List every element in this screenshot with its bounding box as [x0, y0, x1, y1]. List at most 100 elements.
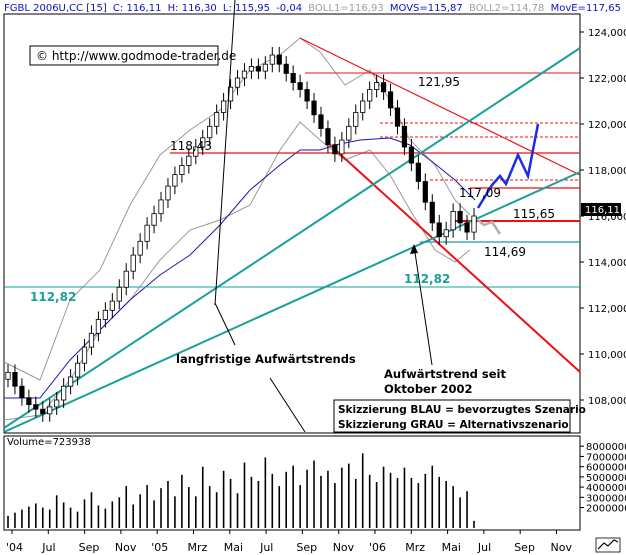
volume-tick-label: 6000000	[586, 463, 626, 474]
price-tick-label: 112,000	[588, 304, 626, 315]
price-tick-label: 108,000	[588, 396, 626, 407]
header-close: C: 116,11	[113, 3, 162, 14]
volume-tick-label: 2000000	[586, 504, 626, 515]
candle-body	[193, 146, 199, 157]
x-tick-label: '05	[151, 541, 168, 554]
label-115: 115,65	[513, 207, 555, 221]
price-tick-label: 124,000	[588, 28, 626, 39]
candle-body	[367, 89, 373, 102]
candle-body	[19, 385, 25, 399]
candle-body	[102, 309, 108, 320]
uptrend-teal-flat	[3, 171, 581, 433]
candle-body	[346, 125, 352, 141]
x-tick-label: '04	[6, 541, 23, 554]
volume-tick-label: 8000000	[586, 442, 626, 453]
candle-body	[81, 346, 88, 364]
x-tick-label: Mrz	[405, 541, 425, 554]
candle-body	[151, 213, 157, 226]
label-trend: langfristige Aufwärtstrends	[176, 352, 356, 366]
candle-body	[179, 164, 185, 175]
candle-body	[88, 332, 95, 348]
candle-body	[422, 181, 428, 203]
candle-body	[283, 63, 289, 74]
uptrend-teal-steep	[3, 47, 581, 429]
candle-body	[387, 91, 394, 109]
candle-body	[436, 222, 442, 238]
x-tick-label: Mai	[224, 541, 243, 554]
candle-body	[248, 66, 255, 72]
volume-tick-label: 5000000	[586, 473, 626, 484]
candle-body	[186, 155, 192, 166]
arrow-trend-2	[269, 377, 306, 433]
x-tick-label: Jul	[41, 541, 55, 554]
price-axis-ticks: 108,000 110,000 112,000 114,000 116,000 118,0…	[580, 28, 626, 407]
label-trend-since-1: Aufwärtstrend seit	[384, 367, 506, 381]
volume-tick-label: 3000000	[586, 493, 626, 504]
candle-body	[269, 54, 275, 65]
header-movs: MOVS=115,87	[390, 3, 463, 14]
legend-gray: Skizzierung GRAU = Alternativszenario	[338, 419, 569, 431]
candle-body	[207, 125, 213, 139]
x-tick-label: Mrz	[188, 541, 208, 554]
x-tick-label: Jul	[477, 541, 491, 554]
candle-body	[332, 144, 338, 155]
label-118: 118,43	[170, 139, 212, 153]
x-axis-labels: '04 Jul Sep Nov '05 Mrz Mai Jul Sep Nov '06 Mrz Mai J…	[6, 530, 572, 554]
candle-body	[109, 300, 115, 311]
candle-body	[137, 240, 143, 256]
volume-bars	[7, 453, 475, 528]
arrow-oktober	[413, 245, 433, 366]
candle-body	[457, 210, 463, 224]
price-tick-label: 110,000	[588, 350, 626, 361]
price-tick-label: 122,000	[588, 74, 626, 85]
price-tick-label: 116,000	[588, 212, 626, 223]
candle-body	[130, 254, 136, 272]
candle-body	[116, 286, 122, 302]
x-tick-label: Sep	[514, 541, 535, 554]
chart-logo-icon	[595, 537, 621, 553]
price-tick-label: 118,000	[588, 166, 626, 177]
candle-body	[325, 128, 331, 146]
label-117: 117,09	[459, 186, 501, 200]
candle-body	[262, 63, 268, 72]
candle-body	[360, 100, 366, 113]
x-tick-label: Mai	[442, 541, 461, 554]
candle-body	[67, 376, 74, 387]
arrow-trend-1	[214, 302, 236, 346]
candle-body	[339, 139, 345, 155]
arrow-oktober-head	[410, 244, 418, 254]
label-112-mid: 112,82	[404, 272, 450, 286]
candle-body	[158, 199, 164, 215]
x-tick-label: '06	[369, 541, 386, 554]
candle-body	[241, 70, 248, 79]
price-tick-label: 120,000	[588, 120, 626, 131]
candle-body	[95, 319, 102, 334]
header-line: FGBL 2006U,CC [15] C: 116,11 H: 116,30 L…	[4, 3, 621, 14]
candle-body	[353, 112, 359, 127]
candle-body	[464, 222, 470, 233]
candle-body	[304, 89, 310, 102]
candle-body	[221, 100, 227, 113]
candle-body	[401, 125, 408, 148]
volume-tick-label: 7000000	[586, 452, 626, 463]
header-boll2: BOLL2=114,78	[469, 3, 544, 14]
legend-blue: Skizzierung BLAU = bevorzugtes Szenario	[338, 404, 586, 416]
x-tick-label: Sep	[79, 541, 100, 554]
candle-body	[5, 371, 11, 380]
volume-label: Volume=723938	[7, 437, 91, 448]
candle-body	[214, 112, 220, 127]
candle-body	[26, 397, 32, 406]
candle-body	[311, 100, 317, 116]
volume-axis-ticks: 2000000300000040000005000000600000070000…	[580, 442, 626, 515]
copyright-text: © http://www.godmode-trader.de	[36, 49, 236, 63]
candle-body	[54, 399, 60, 408]
header-move: MovE=117,65	[551, 3, 621, 14]
candlesticks	[5, 46, 477, 422]
price-tick-label: 114,000	[588, 258, 626, 269]
label-114: 114,69	[484, 245, 526, 259]
current-price-box	[581, 203, 621, 216]
x-tick-label: Nov	[333, 541, 355, 554]
candle-body	[165, 185, 171, 201]
copyright-box	[29, 45, 219, 66]
